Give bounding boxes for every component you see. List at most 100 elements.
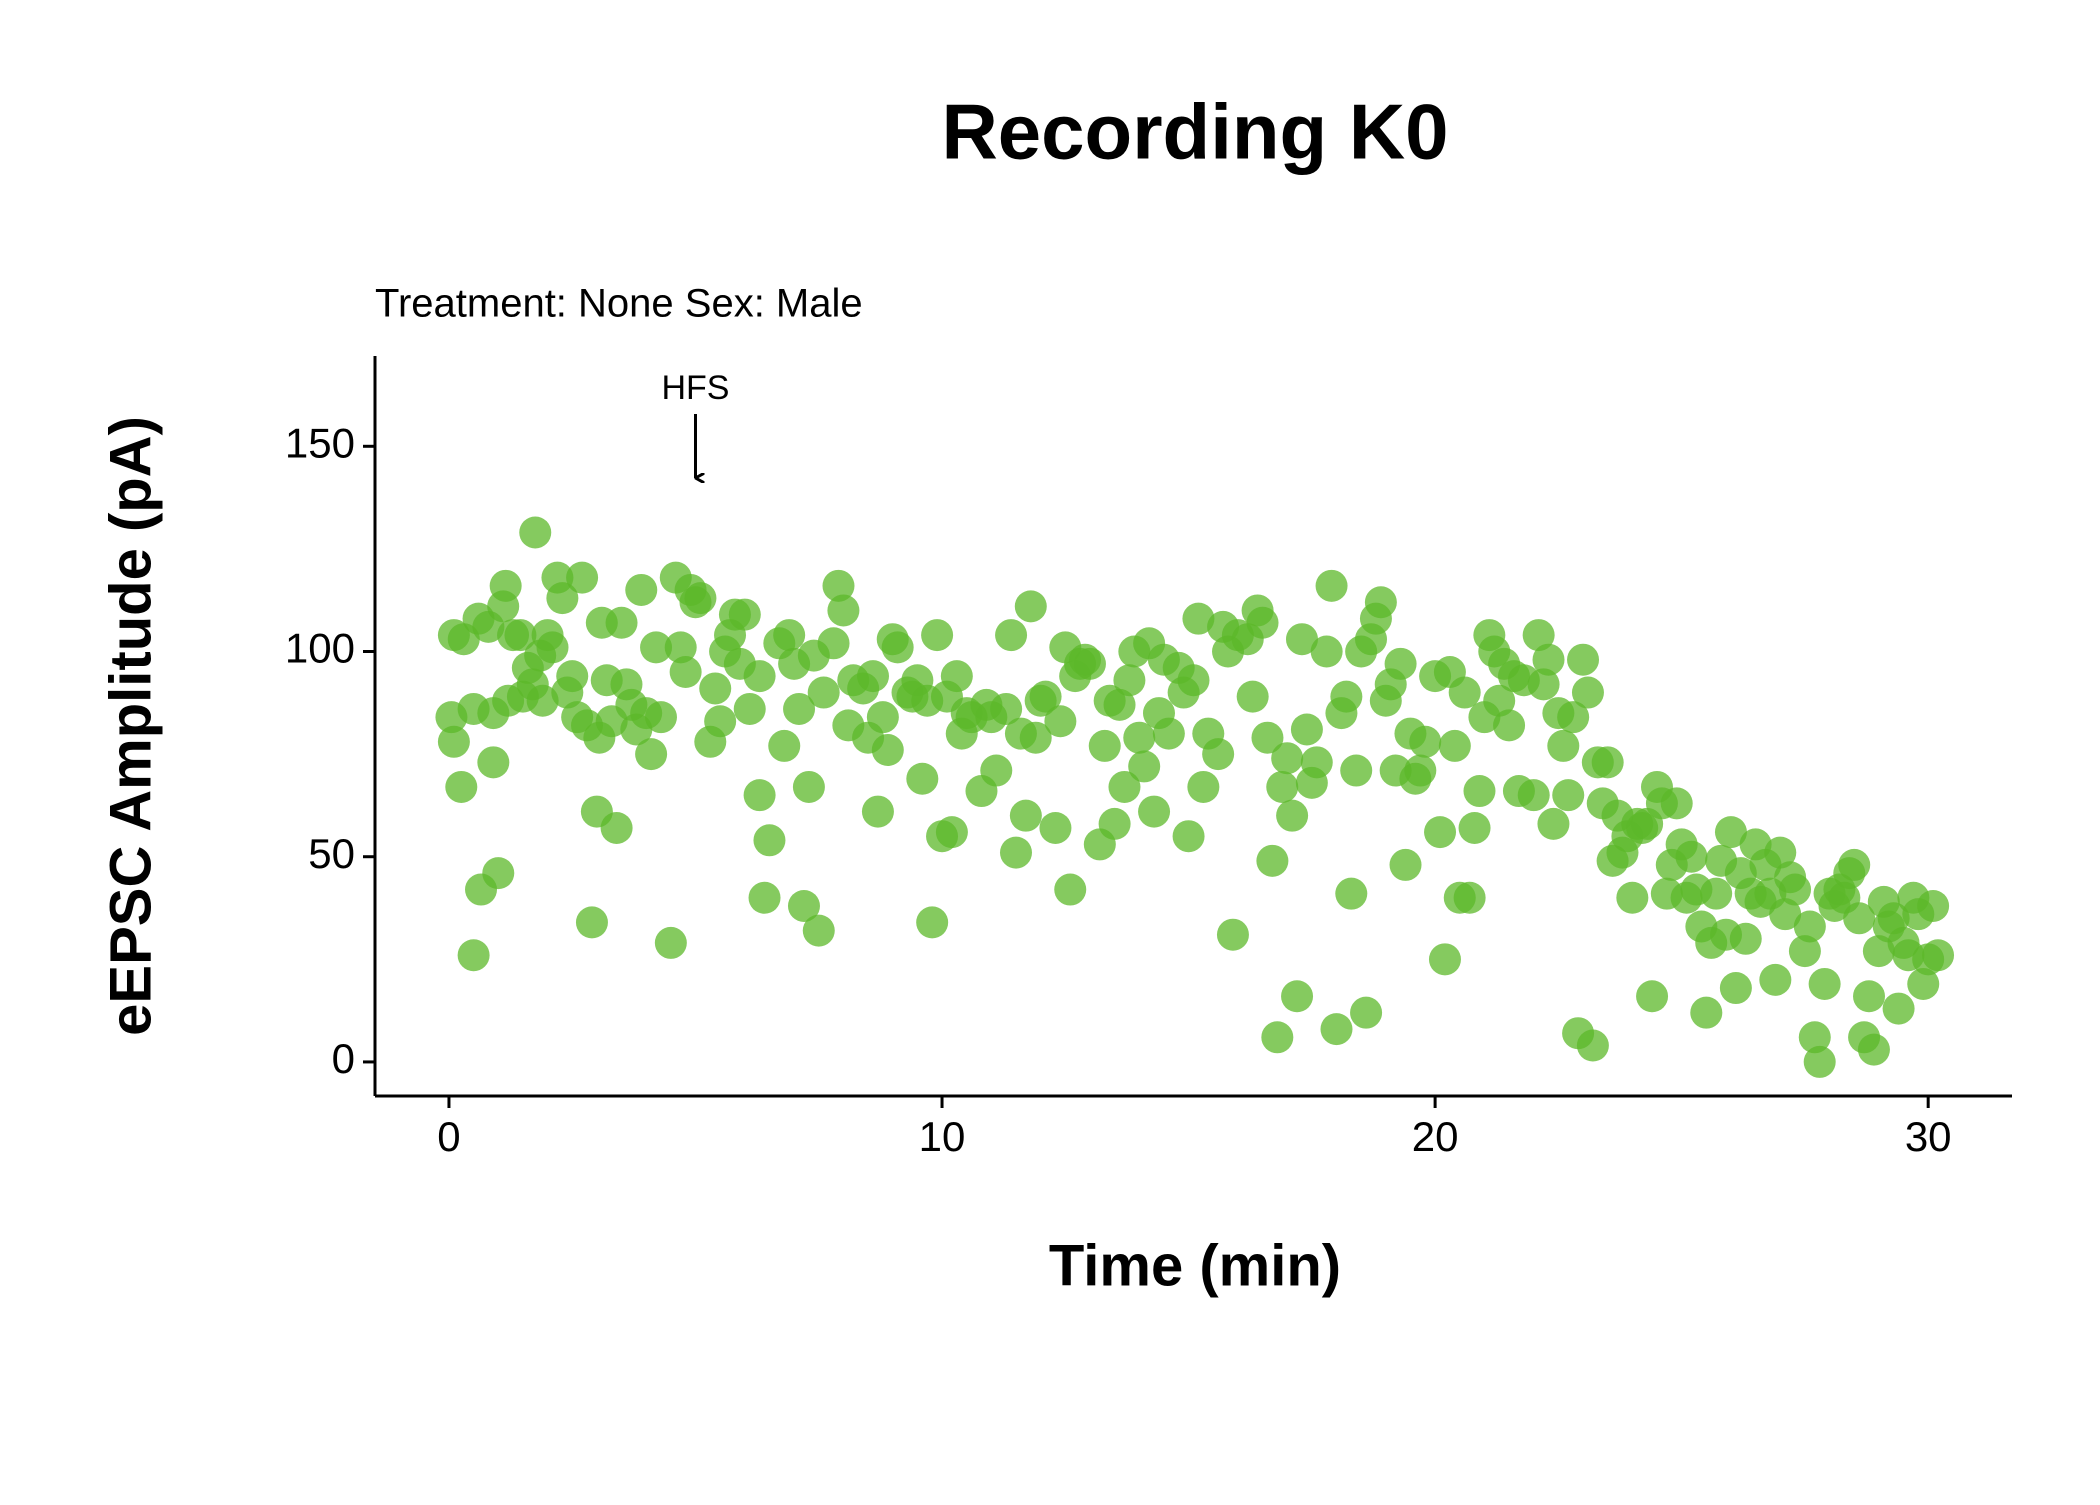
data-point <box>1793 910 1826 943</box>
data-point <box>1517 779 1550 812</box>
data-point <box>1719 972 1752 1005</box>
data-point <box>1404 754 1437 787</box>
data-point <box>1660 787 1693 820</box>
data-point <box>1330 680 1363 713</box>
data-point <box>1019 721 1052 754</box>
data-point <box>482 857 515 890</box>
data-point <box>1576 1029 1609 1062</box>
data-point <box>635 738 668 771</box>
y-tick-label: 50 <box>308 830 355 877</box>
data-point <box>546 582 579 615</box>
data-point <box>1700 877 1733 910</box>
data-point <box>1246 606 1279 639</box>
data-point <box>1853 980 1886 1013</box>
data-point <box>871 734 904 767</box>
data-point <box>437 725 470 758</box>
chart-subtitle: Treatment: None Sex: Male <box>375 282 863 326</box>
data-point <box>1409 725 1442 758</box>
data-point <box>906 762 939 795</box>
data-point <box>1798 1021 1831 1054</box>
data-point <box>1428 943 1461 976</box>
data-point <box>669 656 702 689</box>
data-point <box>1557 701 1590 734</box>
data-point <box>699 672 732 705</box>
data-point <box>980 754 1013 787</box>
data-point <box>995 619 1028 652</box>
x-tick-label: 20 <box>1412 1113 1459 1160</box>
data-point <box>1907 967 1940 1000</box>
data-point <box>792 770 825 803</box>
data-point <box>935 816 968 849</box>
data-point <box>640 631 673 664</box>
data-point <box>1039 811 1072 844</box>
data-point <box>1636 980 1669 1013</box>
data-point <box>1384 647 1417 680</box>
data-point <box>1300 746 1333 779</box>
data-point <box>1616 881 1649 914</box>
data-point <box>817 627 850 660</box>
data-point <box>1236 680 1269 713</box>
data-point <box>1088 729 1121 762</box>
data-point <box>748 881 781 914</box>
data-point <box>802 914 835 947</box>
data-point <box>1103 688 1136 721</box>
data-point <box>519 516 552 549</box>
data-point <box>600 811 633 844</box>
data-point <box>768 729 801 762</box>
data-point <box>1113 664 1146 697</box>
data-point <box>1567 643 1600 676</box>
data-point <box>1769 898 1802 931</box>
y-axis-title: eEPSC Amplitude (pA) <box>98 416 163 1036</box>
data-point <box>1261 1021 1294 1054</box>
data-point <box>457 939 490 972</box>
data-point <box>1714 816 1747 849</box>
data-point <box>753 824 786 857</box>
data-point <box>1315 569 1348 602</box>
data-point <box>1182 602 1215 635</box>
data-point <box>704 705 737 738</box>
data-point <box>1438 729 1471 762</box>
data-point <box>684 582 717 615</box>
data-point <box>445 770 478 803</box>
data-point <box>1187 770 1220 803</box>
y-tick-label: 100 <box>285 625 355 672</box>
data-point <box>1591 746 1624 779</box>
annotation-label: HFS <box>661 369 729 407</box>
data-point <box>743 660 776 693</box>
data-point <box>1138 795 1171 828</box>
data-point <box>1527 668 1560 701</box>
data-point <box>1172 820 1205 853</box>
data-point <box>1463 775 1496 808</box>
data-point <box>940 660 973 693</box>
data-point <box>1290 713 1323 746</box>
data-point <box>1152 717 1185 750</box>
data-point <box>861 795 894 828</box>
data-point <box>1690 996 1723 1029</box>
data-point <box>1453 881 1486 914</box>
data-point <box>1838 848 1871 881</box>
data-point <box>1009 799 1042 832</box>
chart-title: Recording K0 <box>941 88 1448 176</box>
data-point <box>1251 721 1284 754</box>
x-axis-title: Time (min) <box>1049 1233 1341 1298</box>
data-point <box>1014 590 1047 623</box>
data-point <box>1216 918 1249 951</box>
data-point <box>575 906 608 939</box>
data-point <box>1424 816 1457 849</box>
data-point <box>1917 889 1950 922</box>
data-point <box>881 631 914 664</box>
data-point <box>1310 635 1343 668</box>
data-point <box>1340 754 1373 787</box>
y-tick-label: 150 <box>285 419 355 466</box>
data-point <box>1177 664 1210 697</box>
data-point <box>1029 680 1062 713</box>
data-point <box>1759 963 1792 996</box>
data-point <box>1389 848 1422 881</box>
data-point <box>1335 877 1368 910</box>
data-point <box>857 660 890 693</box>
data-point <box>827 594 860 627</box>
data-point <box>1271 742 1304 775</box>
data-point <box>1882 992 1915 1025</box>
data-point <box>1803 1045 1836 1078</box>
